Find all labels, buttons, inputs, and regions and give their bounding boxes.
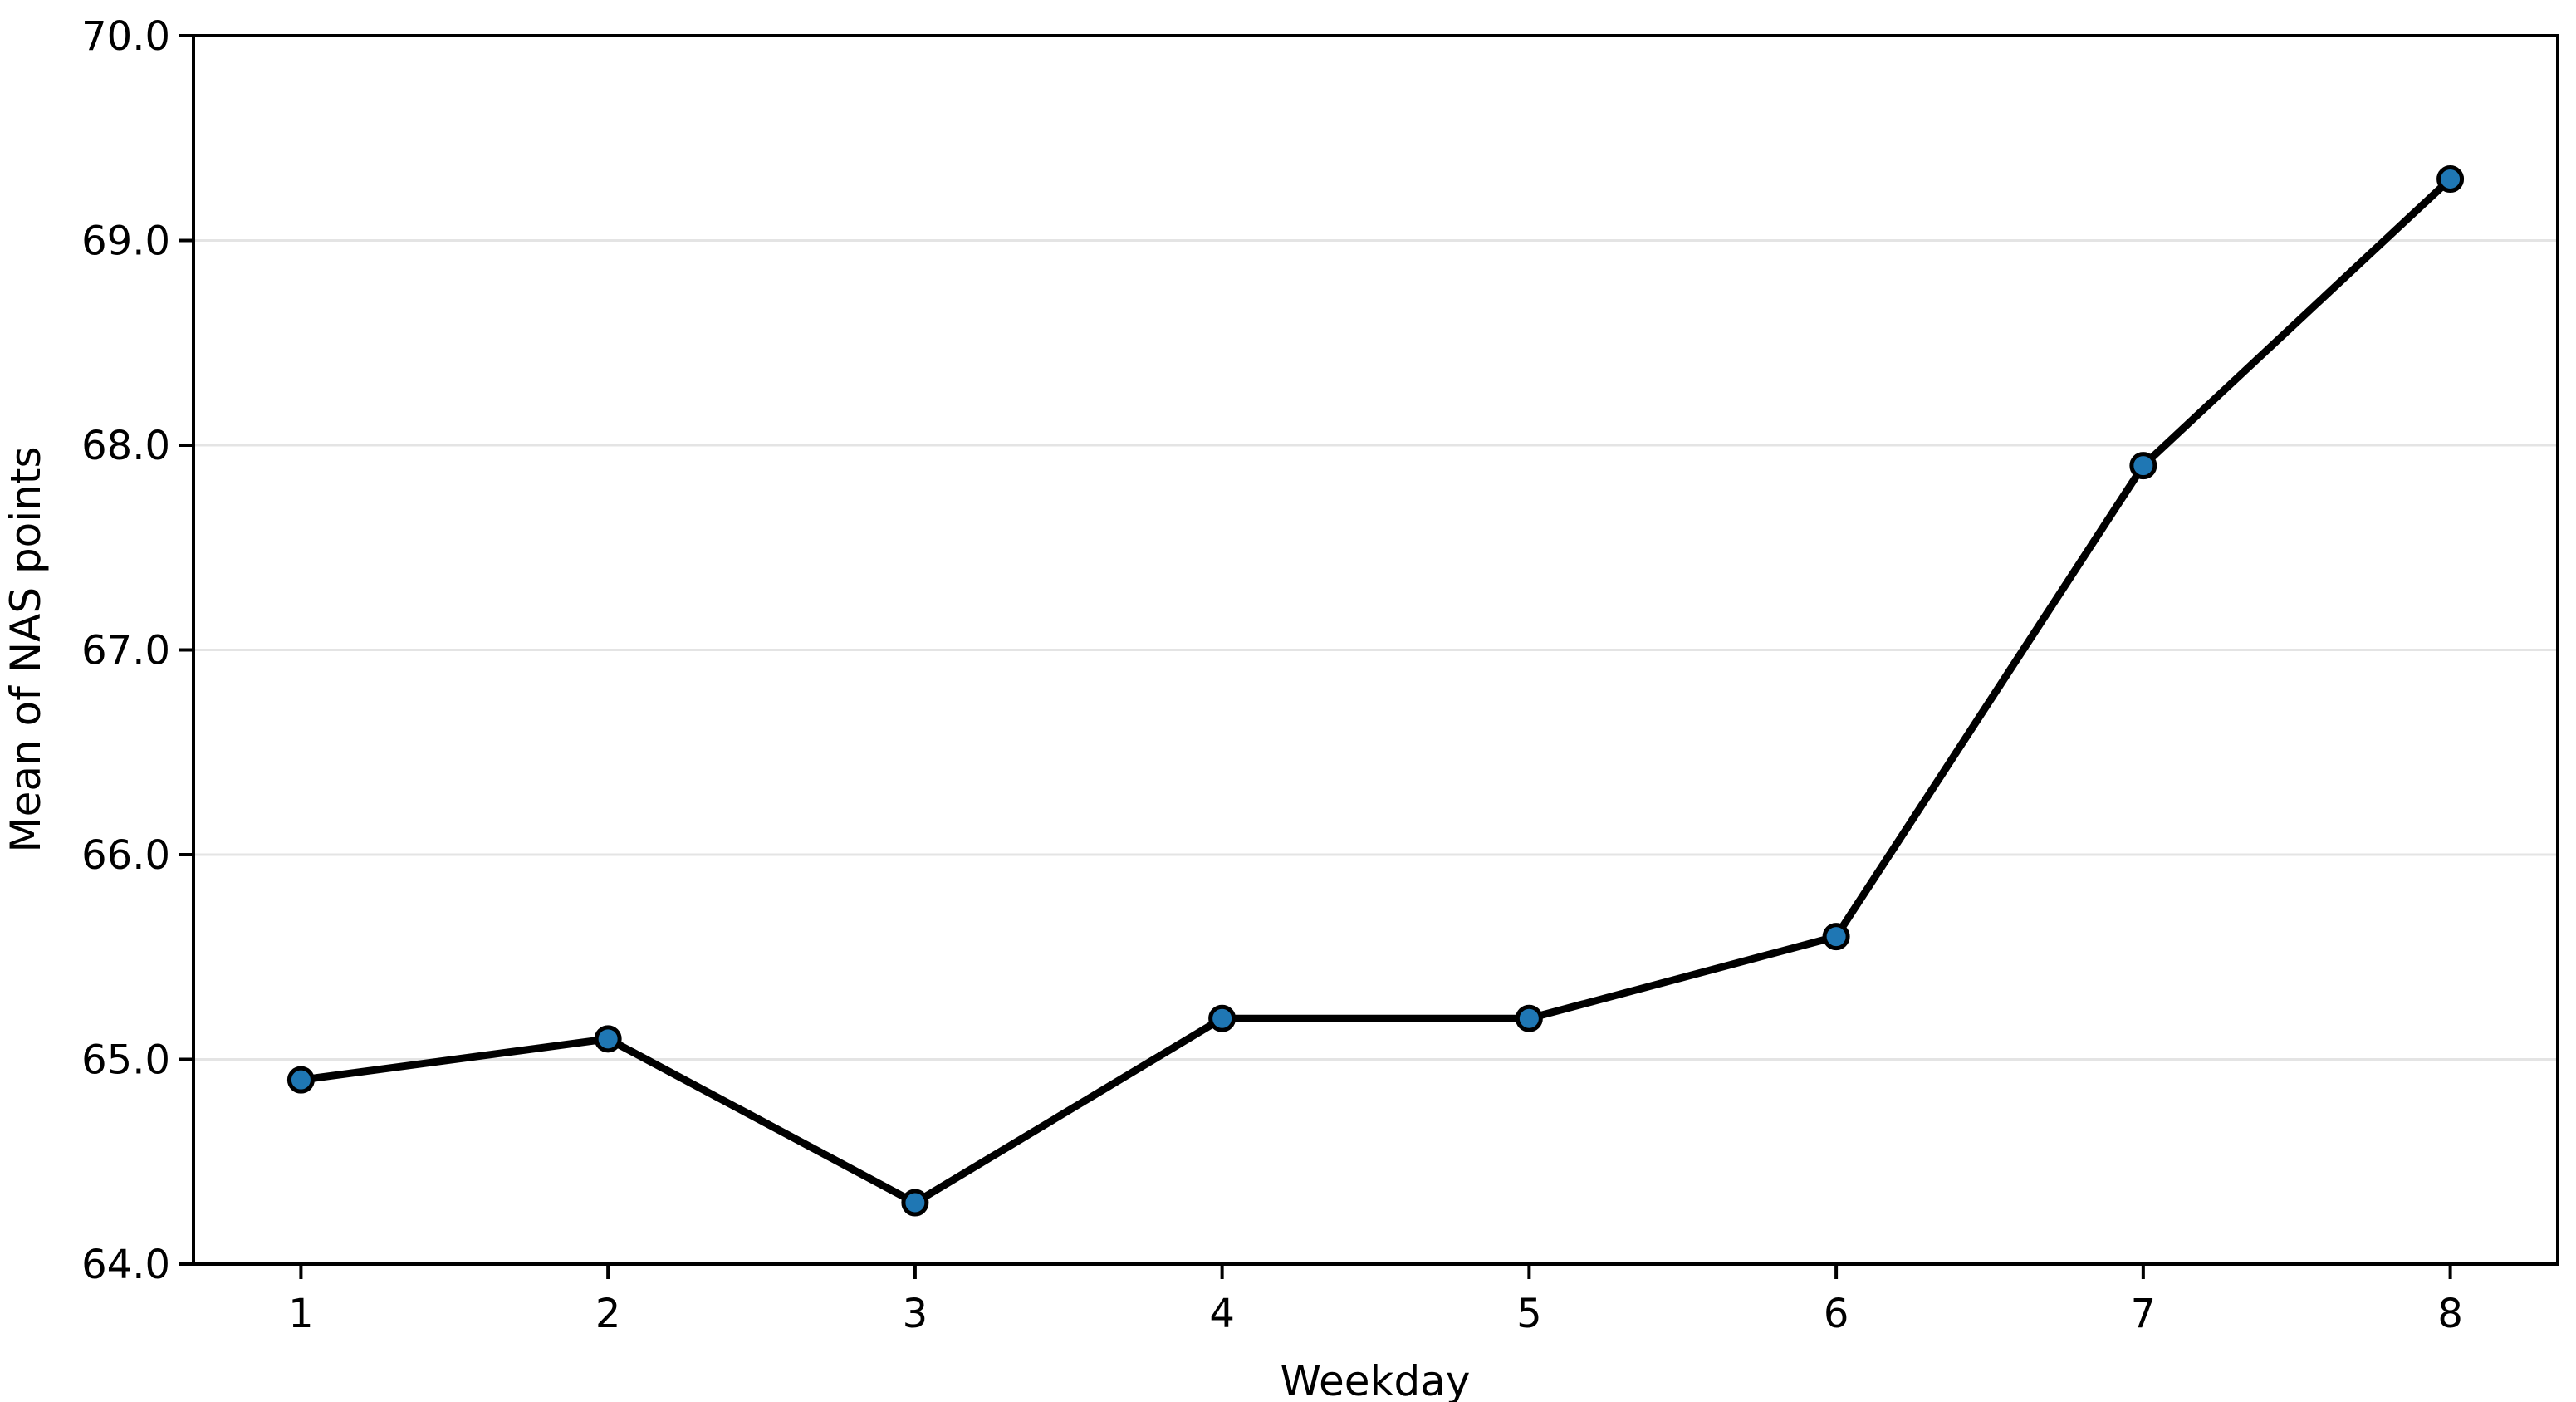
data-point: [594, 1025, 622, 1053]
x-tick-label: 7: [2131, 1291, 2157, 1337]
x-tick-label: 8: [2437, 1291, 2463, 1337]
grid-layer: [193, 239, 2558, 1061]
y-axis-label: Mean of NAS points: [2, 446, 50, 852]
data-point: [2129, 452, 2157, 480]
data-point: [286, 1066, 315, 1094]
x-tick-label: 5: [1516, 1291, 1542, 1337]
x-axis-label: Weekday: [1281, 1357, 1471, 1402]
y-tick-label: 67.0: [81, 628, 170, 674]
y-tick-label: 68.0: [81, 423, 170, 469]
x-tick-label: 3: [903, 1291, 928, 1337]
y-tick-label: 65.0: [81, 1037, 170, 1084]
plot-box: [192, 34, 2559, 1266]
x-tick-label: 2: [595, 1291, 621, 1337]
data-line: [296, 175, 2455, 1207]
data-point: [1208, 1004, 1237, 1032]
y-tick-label: 70.0: [81, 13, 170, 60]
x-tick-label: 6: [1824, 1291, 1849, 1337]
y-tick-label: 66.0: [81, 832, 170, 879]
data-point: [1822, 923, 1850, 951]
data-point: [2436, 165, 2465, 194]
y-tick-label: 64.0: [81, 1242, 170, 1288]
data-point: [901, 1189, 929, 1217]
data-series: [286, 165, 2465, 1217]
x-tick-label: 4: [1209, 1291, 1235, 1337]
y-tick-label: 69.0: [81, 218, 170, 265]
data-point: [1515, 1004, 1543, 1032]
x-tick-label: 1: [288, 1291, 314, 1337]
axis-layer: 64.0 65.0 66.0 67.0 68.0 69.0 70.0 1 2 3 4 5 6 7 8: [81, 13, 2559, 1337]
